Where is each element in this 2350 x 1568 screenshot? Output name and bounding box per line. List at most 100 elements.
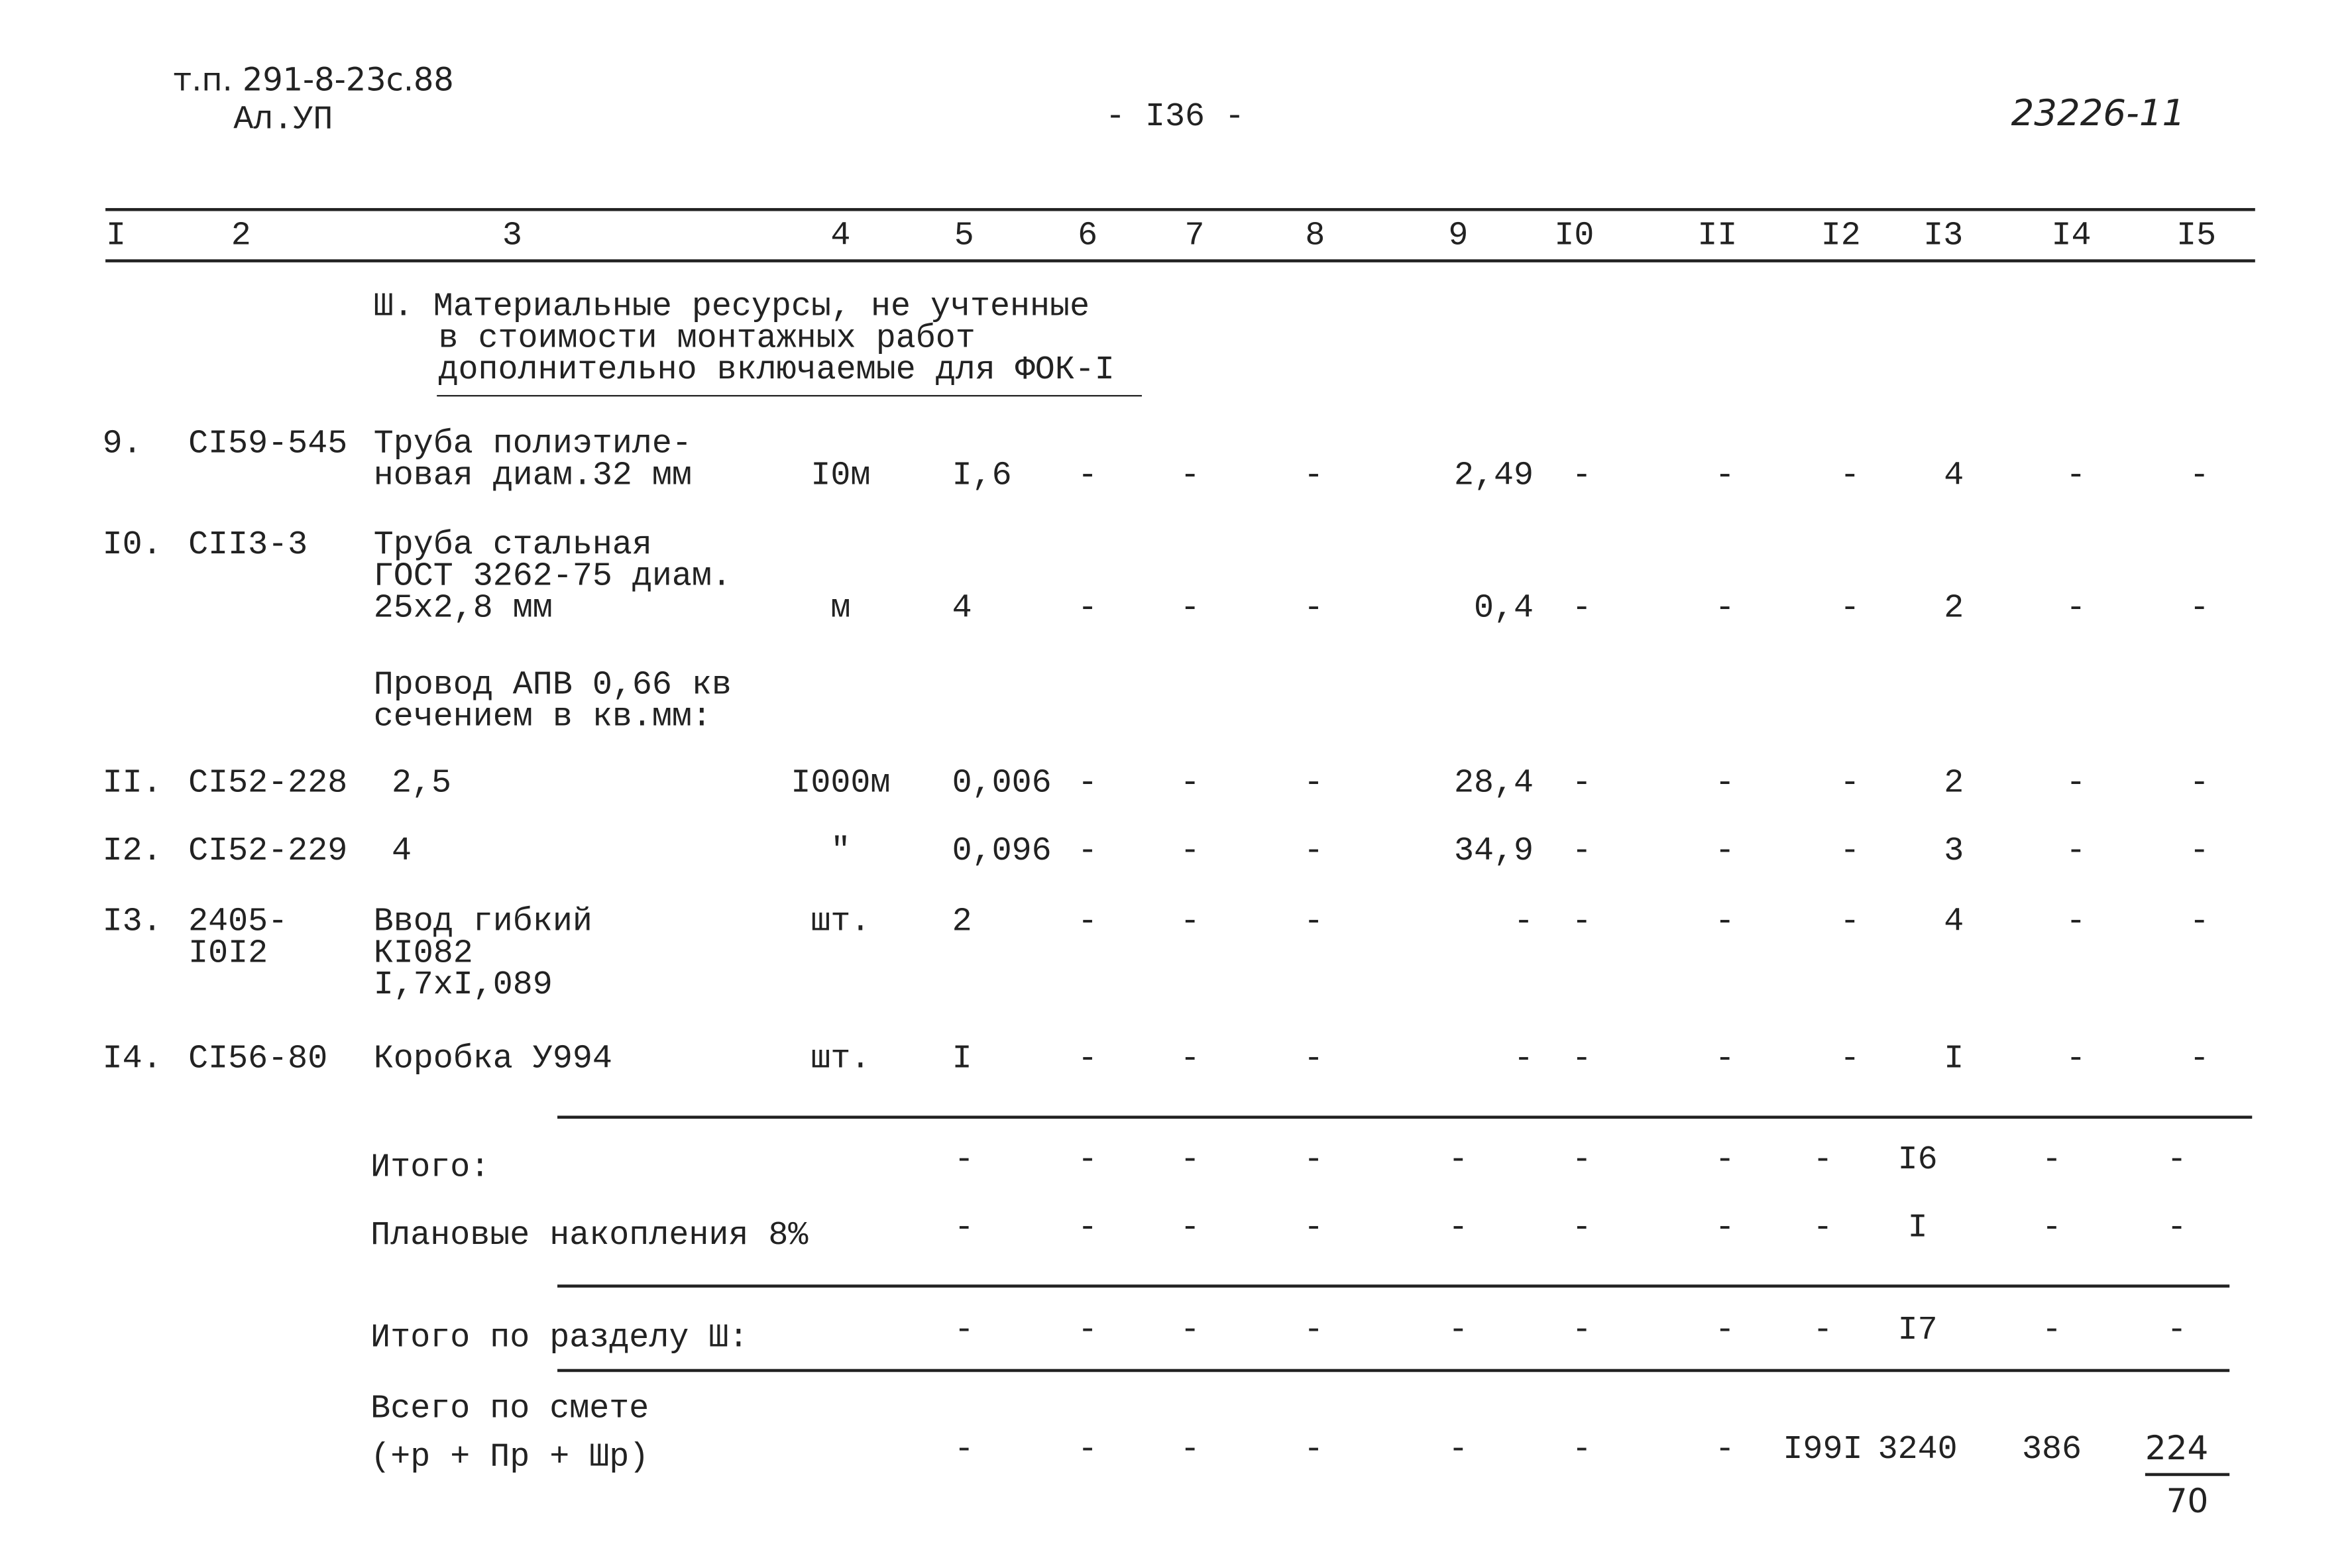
column-number: II xyxy=(1697,217,1738,255)
cell: I2. xyxy=(102,832,162,870)
cell: - xyxy=(1304,589,1324,628)
cell: - xyxy=(2189,457,2210,495)
cell: 4 xyxy=(1944,457,1964,495)
total-value: - xyxy=(1571,1209,1592,1247)
album: Ал.УП xyxy=(233,101,333,139)
total-value: - xyxy=(1078,1141,1098,1180)
cell: 2 xyxy=(1944,589,1964,628)
cell: шт. xyxy=(811,1040,871,1078)
cell: - xyxy=(1304,764,1324,803)
cell: - xyxy=(1840,764,1860,803)
cell: 28,4 xyxy=(1453,764,1534,803)
cell: - xyxy=(1714,764,1735,803)
total-value: - xyxy=(954,1312,974,1350)
cell: - xyxy=(1714,832,1735,870)
cell: - xyxy=(1840,832,1860,870)
cell: - xyxy=(2066,832,2086,870)
total-value: I99I xyxy=(1783,1430,1863,1469)
rule xyxy=(2145,1473,2230,1477)
cell: II. xyxy=(102,764,162,803)
cell: I4. xyxy=(102,1040,162,1078)
fraction-numerator: 224 xyxy=(2145,1430,2209,1469)
column-number: I xyxy=(106,217,127,255)
total-value: - xyxy=(1078,1312,1098,1350)
total-value: - xyxy=(1813,1209,1833,1247)
total-value: - xyxy=(1180,1141,1200,1180)
total-label: Итого: xyxy=(370,1148,490,1187)
cell: Ввод гибкий КI082 I,7хI,089 xyxy=(373,903,592,1005)
total-value: - xyxy=(2041,1312,2062,1350)
total-label: Итого по разделу Ш: xyxy=(370,1319,749,1357)
cell: I,6 xyxy=(952,457,1012,495)
cell: - xyxy=(1078,457,1098,495)
cell: - xyxy=(2066,457,2086,495)
total-value: - xyxy=(1304,1209,1324,1247)
cell: - xyxy=(2189,903,2210,941)
cell: - xyxy=(1304,903,1324,941)
total-value: - xyxy=(1180,1209,1200,1247)
cell: СII3-3 xyxy=(188,526,308,564)
cell: СI52-228 xyxy=(188,764,348,803)
column-number: 4 xyxy=(830,217,851,255)
cell: шт. xyxy=(811,903,871,941)
cell: - xyxy=(1714,457,1735,495)
cell: - xyxy=(1180,457,1200,495)
cell: 4 xyxy=(952,589,972,628)
column-number: 9 xyxy=(1448,217,1469,255)
cell: I3. xyxy=(102,903,162,941)
doc-ref: т.п. 291-8-23с.88 xyxy=(173,62,454,98)
cell: - xyxy=(2189,589,2210,628)
cell: I0м xyxy=(811,457,871,495)
cell: 2,5 xyxy=(392,764,452,803)
total-value: - xyxy=(2166,1312,2187,1350)
column-number: 3 xyxy=(502,217,522,255)
total-value: - xyxy=(1571,1312,1592,1350)
cell: - xyxy=(1571,457,1592,495)
total-value: - xyxy=(1714,1209,1735,1247)
total-label: Плановые накопления 8% xyxy=(370,1216,809,1255)
column-number: 5 xyxy=(954,217,974,255)
cell: - xyxy=(1571,589,1592,628)
cell: - xyxy=(1180,764,1200,803)
rule xyxy=(105,207,2255,211)
total-value: - xyxy=(1448,1141,1469,1180)
cell: - xyxy=(2066,589,2086,628)
cell: I000м xyxy=(791,764,891,803)
cell: 2 xyxy=(952,903,972,941)
total-value: - xyxy=(1714,1312,1735,1350)
cell: - xyxy=(1514,1040,1534,1078)
cell: - xyxy=(1078,903,1098,941)
total-value: - xyxy=(2041,1141,2062,1180)
column-number: 2 xyxy=(231,217,251,255)
total-value: - xyxy=(1448,1209,1469,1247)
total-value: - xyxy=(1180,1312,1200,1350)
total-value: - xyxy=(1304,1141,1324,1180)
page-number: - I36 - xyxy=(1105,97,1245,136)
cell: Труба стальная ГОСТ 3262-75 диам. 25х2,8… xyxy=(373,526,732,628)
total-value: - xyxy=(954,1141,974,1180)
cell: I xyxy=(952,1040,972,1078)
total-value: I7 xyxy=(1897,1312,1938,1350)
column-number: I5 xyxy=(2176,217,2217,255)
total-value: - xyxy=(1448,1312,1469,1350)
cell: I0. xyxy=(102,526,162,564)
cell: - xyxy=(2189,832,2210,870)
column-number: I4 xyxy=(2051,217,2092,255)
cell: - xyxy=(1571,764,1592,803)
total-value: - xyxy=(2041,1209,2062,1247)
cell: - xyxy=(1840,589,1860,628)
rule xyxy=(105,259,2255,262)
cell: 0,4 xyxy=(1473,589,1534,628)
cell: - xyxy=(1078,764,1098,803)
column-number: 8 xyxy=(1305,217,1325,255)
cell: - xyxy=(1514,903,1534,941)
cell: - xyxy=(1078,589,1098,628)
section-title: Ш. Материальные ресурсы, не учтенные xyxy=(373,288,1090,326)
cell: 0,006 xyxy=(952,764,1052,803)
cell: м xyxy=(830,589,851,628)
cell: 4 xyxy=(1944,903,1964,941)
cell: - xyxy=(1714,903,1735,941)
rule xyxy=(437,395,1143,397)
column-number: 6 xyxy=(1078,217,1098,255)
cell: СI56-80 xyxy=(188,1040,328,1078)
